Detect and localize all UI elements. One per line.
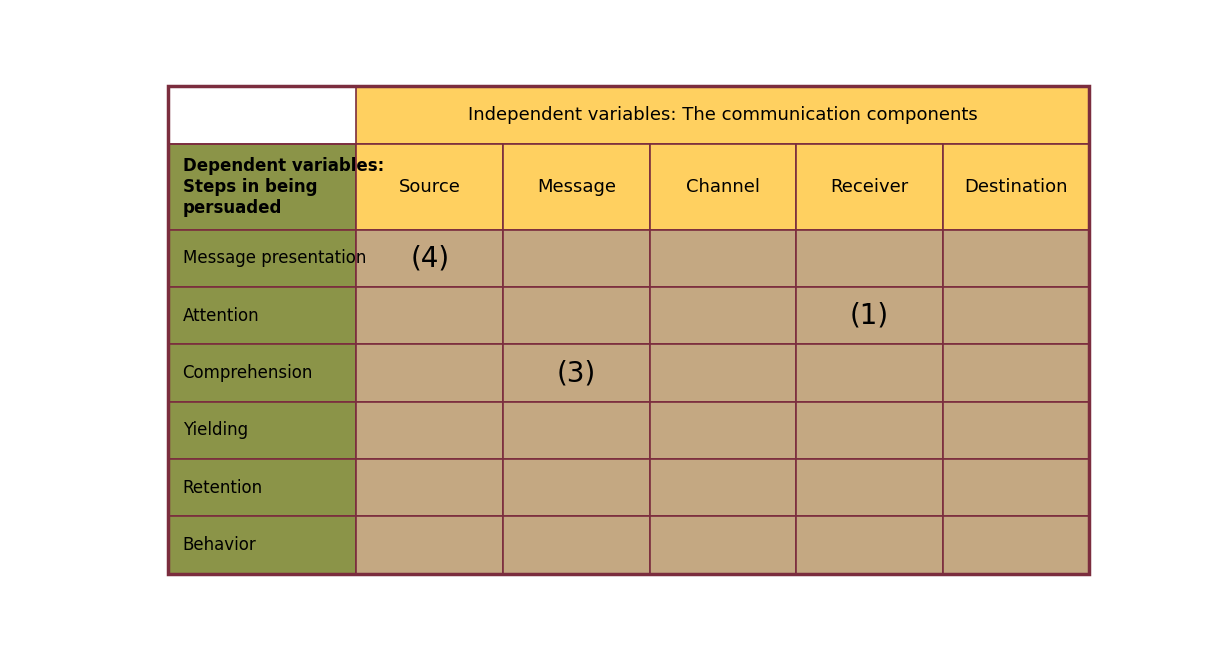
- Bar: [503, 402, 650, 459]
- Bar: [503, 344, 650, 402]
- Bar: [796, 402, 943, 459]
- Bar: [650, 517, 796, 573]
- Text: Channel: Channel: [685, 178, 760, 196]
- Text: Destination: Destination: [964, 178, 1068, 196]
- Text: Behavior: Behavior: [183, 536, 256, 554]
- Bar: [168, 459, 357, 517]
- Text: Attention: Attention: [183, 307, 259, 325]
- Bar: [168, 144, 357, 230]
- Bar: [943, 344, 1089, 402]
- Bar: [503, 287, 650, 344]
- Text: Yielding: Yielding: [183, 421, 248, 439]
- Bar: [943, 144, 1089, 230]
- Bar: [168, 86, 357, 144]
- Bar: [168, 517, 357, 573]
- Bar: [168, 344, 357, 402]
- Bar: [650, 144, 796, 230]
- Text: (4): (4): [411, 244, 449, 272]
- Bar: [357, 230, 503, 287]
- Bar: [796, 459, 943, 517]
- Bar: [503, 230, 650, 287]
- Bar: [796, 287, 943, 344]
- Bar: [357, 287, 503, 344]
- Bar: [168, 287, 357, 344]
- Bar: [357, 344, 503, 402]
- Bar: [357, 459, 503, 517]
- Bar: [943, 230, 1089, 287]
- Bar: [168, 230, 357, 287]
- Bar: [796, 144, 943, 230]
- Bar: [650, 230, 796, 287]
- Text: Message: Message: [537, 178, 615, 196]
- Bar: [357, 144, 503, 230]
- Text: Message presentation: Message presentation: [183, 249, 367, 268]
- Bar: [357, 86, 1089, 144]
- Bar: [796, 344, 943, 402]
- Text: Retention: Retention: [183, 479, 262, 497]
- Bar: [943, 402, 1089, 459]
- Bar: [357, 517, 503, 573]
- Bar: [503, 144, 650, 230]
- Text: Receiver: Receiver: [830, 178, 908, 196]
- Text: (1): (1): [850, 302, 889, 330]
- Bar: [168, 402, 357, 459]
- Bar: [650, 344, 796, 402]
- Text: Dependent variables:
Steps in being
persuaded: Dependent variables: Steps in being pers…: [183, 157, 384, 217]
- Bar: [650, 287, 796, 344]
- Bar: [650, 402, 796, 459]
- Text: (3): (3): [557, 359, 596, 387]
- Bar: [357, 402, 503, 459]
- Text: Source: Source: [398, 178, 461, 196]
- Bar: [943, 287, 1089, 344]
- Bar: [943, 517, 1089, 573]
- Text: Independent variables: The communication components: Independent variables: The communication…: [468, 106, 977, 124]
- Bar: [943, 459, 1089, 517]
- Bar: [650, 459, 796, 517]
- Bar: [796, 230, 943, 287]
- Bar: [503, 517, 650, 573]
- Bar: [503, 459, 650, 517]
- Text: Comprehension: Comprehension: [183, 364, 313, 382]
- Bar: [796, 517, 943, 573]
